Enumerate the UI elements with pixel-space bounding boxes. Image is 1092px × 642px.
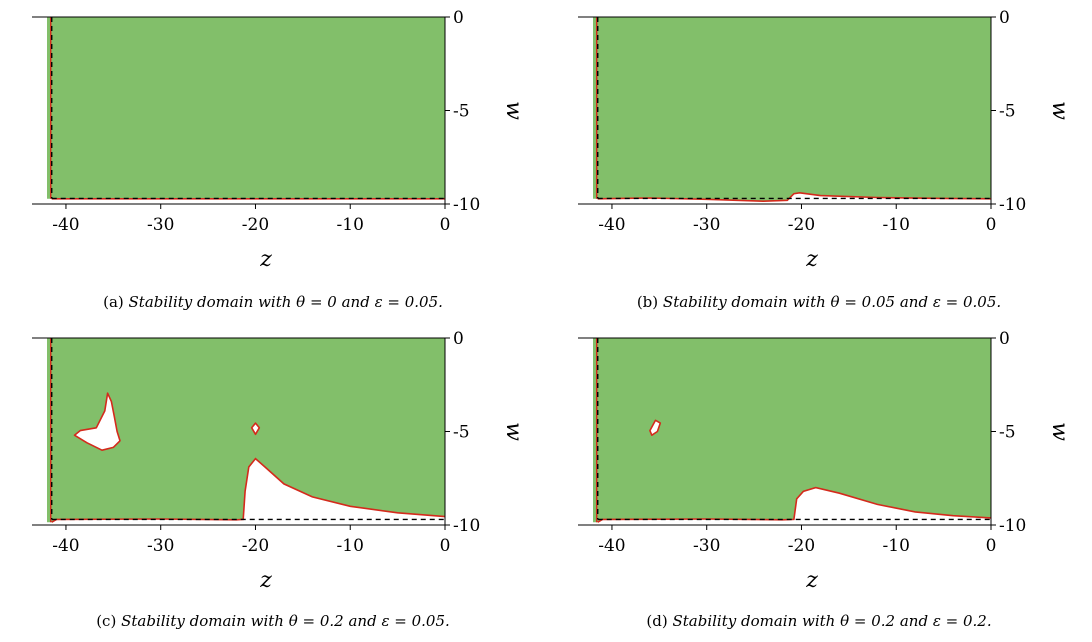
y-axis-label: w (501, 101, 526, 120)
unstable-island (73, 392, 121, 451)
y-tick-label: -5 (453, 423, 470, 443)
x-tick-label: -40 (52, 215, 79, 235)
chart-panel-a: -40 -30 -20 -10 0 0 -5 -10 z w (a) Stability doma… (0, 0, 546, 321)
y-tick-label: -5 (999, 423, 1016, 443)
x-tick-label: 0 (440, 536, 451, 556)
caption-label: (d) (646, 612, 668, 630)
caption-a: (a) Stability domain with θ = 0 and ε = … (0, 293, 546, 311)
x-tick-label: 0 (986, 536, 997, 556)
x-tick-label: -20 (242, 536, 269, 556)
unstable-island (649, 419, 662, 436)
caption-c: (c) Stability domain with θ = 0.2 and ε … (0, 612, 546, 630)
y-tick-label: 0 (999, 329, 1010, 349)
stable-region (593, 338, 991, 523)
x-tick-label: -40 (52, 536, 79, 556)
x-tick-label: 0 (986, 215, 997, 235)
unstable-island (250, 422, 261, 436)
y-tick-label: 0 (453, 329, 464, 349)
y-tick-label: 0 (999, 8, 1010, 28)
x-tick-label: -20 (788, 215, 815, 235)
x-axis-label: z (805, 568, 818, 593)
chart-panel-c: -40 -30 -20 -10 0 0 -5 -10 z w (c) Stability doma… (0, 321, 546, 642)
x-tick-label: -10 (337, 215, 364, 235)
y-tick-label: -10 (453, 195, 480, 215)
caption-b: (b) Stability domain with θ = 0.05 and ε… (546, 293, 1092, 311)
stable-region (47, 17, 445, 199)
y-axis-label: w (1047, 422, 1072, 441)
caption-text: Stability domain with θ = 0.2 and ε = 0.… (672, 612, 992, 630)
x-tick-label: -30 (693, 536, 720, 556)
y-tick-label: -5 (999, 102, 1016, 122)
x-tick-label: -30 (147, 215, 174, 235)
x-axis-label: z (259, 247, 272, 272)
x-tick-label: -30 (147, 536, 174, 556)
x-tick-label: -10 (883, 215, 910, 235)
caption-d: (d) Stability domain with θ = 0.2 and ε … (546, 612, 1092, 630)
caption-text: Stability domain with θ = 0.05 and ε = 0… (662, 293, 1002, 311)
y-axis-label: w (501, 422, 526, 441)
x-tick-label: 0 (440, 215, 451, 235)
stable-region (593, 17, 991, 202)
x-tick-label: -20 (242, 215, 269, 235)
caption-text: Stability domain with θ = 0.2 and ε = 0.… (121, 612, 450, 630)
y-tick-label: -10 (999, 195, 1026, 215)
x-axis-label: z (805, 247, 818, 272)
caption-label: (b) (636, 293, 659, 311)
x-tick-label: -40 (598, 536, 625, 556)
chart-panel-d: -40 -30 -20 -10 0 0 -5 -10 z w (d) Stability doma… (546, 321, 1092, 642)
y-axis-label: w (1047, 101, 1072, 120)
caption-label: (a) (103, 293, 124, 311)
x-tick-label: -20 (788, 536, 815, 556)
x-axis-label: z (259, 568, 272, 593)
x-tick-label: -10 (337, 536, 364, 556)
y-tick-label: -10 (453, 516, 480, 536)
y-tick-label: -5 (453, 102, 470, 122)
x-tick-label: -10 (883, 536, 910, 556)
y-tick-label: 0 (453, 8, 464, 28)
caption-text: Stability domain with θ = 0 and ε = 0.05… (128, 293, 443, 311)
x-tick-label: -30 (693, 215, 720, 235)
caption-label: (c) (96, 612, 117, 630)
chart-panel-b: -40 -30 -20 -10 0 0 -5 -10 z w (b) Stability doma… (546, 0, 1092, 321)
x-tick-label: -40 (598, 215, 625, 235)
stable-region (47, 338, 445, 523)
y-tick-label: -10 (999, 516, 1026, 536)
